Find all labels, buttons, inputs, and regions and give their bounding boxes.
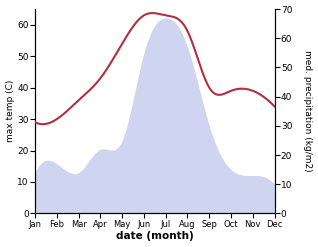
Y-axis label: max temp (C): max temp (C): [5, 80, 15, 143]
X-axis label: date (month): date (month): [116, 231, 194, 242]
Y-axis label: med. precipitation (kg/m2): med. precipitation (kg/m2): [303, 50, 313, 172]
